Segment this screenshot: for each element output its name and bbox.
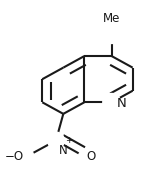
Text: O: O xyxy=(87,150,96,163)
Circle shape xyxy=(101,23,122,43)
Circle shape xyxy=(103,94,120,111)
Circle shape xyxy=(78,151,90,162)
Text: −O: −O xyxy=(5,150,24,163)
Text: Me: Me xyxy=(103,12,120,25)
Text: N: N xyxy=(59,144,68,157)
Text: N: N xyxy=(116,97,126,110)
Circle shape xyxy=(19,149,34,164)
Circle shape xyxy=(48,132,64,149)
Text: +: + xyxy=(65,136,73,145)
